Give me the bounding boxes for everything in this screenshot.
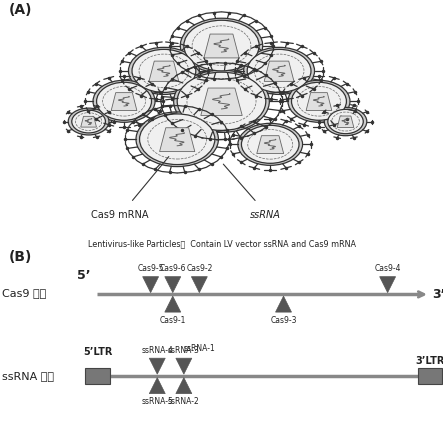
- Polygon shape: [380, 277, 396, 292]
- Text: Cas9-6: Cas9-6: [159, 264, 186, 273]
- Ellipse shape: [72, 110, 105, 133]
- Text: Cas9-4: Cas9-4: [374, 264, 401, 273]
- Text: ssRNA 序列: ssRNA 序列: [2, 371, 54, 381]
- Polygon shape: [337, 116, 354, 127]
- Polygon shape: [81, 116, 97, 127]
- Text: 3’: 3’: [432, 288, 443, 301]
- Ellipse shape: [244, 47, 315, 95]
- Ellipse shape: [140, 114, 215, 165]
- Polygon shape: [257, 136, 284, 154]
- Ellipse shape: [247, 49, 311, 92]
- Polygon shape: [176, 358, 192, 374]
- Text: (B): (B): [9, 250, 32, 264]
- Polygon shape: [149, 61, 179, 81]
- Text: Cas9-5: Cas9-5: [137, 264, 164, 273]
- Polygon shape: [204, 34, 239, 58]
- Polygon shape: [159, 128, 195, 151]
- Polygon shape: [201, 88, 242, 116]
- Ellipse shape: [238, 123, 303, 165]
- Text: Cas9-2: Cas9-2: [186, 264, 213, 273]
- Text: 5’: 5’: [78, 269, 91, 282]
- Text: Cas9-1: Cas9-1: [159, 316, 186, 325]
- Text: ssRNA-3: ssRNA-3: [168, 346, 200, 354]
- FancyBboxPatch shape: [85, 368, 109, 384]
- Text: (A): (A): [9, 3, 32, 16]
- Ellipse shape: [93, 80, 155, 122]
- Ellipse shape: [184, 20, 259, 71]
- Ellipse shape: [177, 72, 266, 130]
- Text: Cas9 序列: Cas9 序列: [2, 288, 47, 298]
- Ellipse shape: [132, 49, 196, 92]
- FancyBboxPatch shape: [417, 368, 442, 384]
- Ellipse shape: [180, 18, 263, 73]
- Ellipse shape: [288, 80, 350, 122]
- Polygon shape: [165, 296, 181, 312]
- Text: ssRNA-4: ssRNA-4: [141, 346, 173, 354]
- Polygon shape: [111, 93, 137, 111]
- Polygon shape: [176, 378, 192, 394]
- Polygon shape: [264, 61, 294, 81]
- Text: ssRNA: ssRNA: [250, 210, 281, 220]
- Polygon shape: [276, 296, 291, 312]
- Text: Cas9 mRNA: Cas9 mRNA: [91, 210, 148, 220]
- Ellipse shape: [97, 82, 152, 120]
- Ellipse shape: [128, 47, 199, 95]
- Text: ssRNA-1: ssRNA-1: [183, 344, 215, 353]
- Ellipse shape: [291, 82, 346, 120]
- Text: Lentivirus-like Particles：  Contain LV vector ssRNA and Cas9 mRNA: Lentivirus-like Particles： Contain LV ve…: [88, 239, 355, 248]
- Ellipse shape: [68, 108, 109, 135]
- Polygon shape: [191, 277, 207, 292]
- Ellipse shape: [174, 70, 269, 133]
- Text: 3’LTR: 3’LTR: [415, 356, 443, 366]
- Text: ssRNA-5: ssRNA-5: [141, 397, 173, 406]
- Ellipse shape: [328, 109, 363, 134]
- Polygon shape: [165, 277, 181, 292]
- Ellipse shape: [241, 125, 299, 163]
- Polygon shape: [149, 358, 165, 374]
- Polygon shape: [143, 277, 159, 292]
- Text: Cas9-3: Cas9-3: [270, 316, 297, 325]
- Polygon shape: [149, 378, 165, 394]
- Ellipse shape: [324, 107, 367, 136]
- Polygon shape: [306, 93, 332, 111]
- Text: ssRNA-2: ssRNA-2: [168, 397, 200, 406]
- Ellipse shape: [136, 112, 218, 167]
- Text: 5’LTR: 5’LTR: [83, 347, 112, 357]
